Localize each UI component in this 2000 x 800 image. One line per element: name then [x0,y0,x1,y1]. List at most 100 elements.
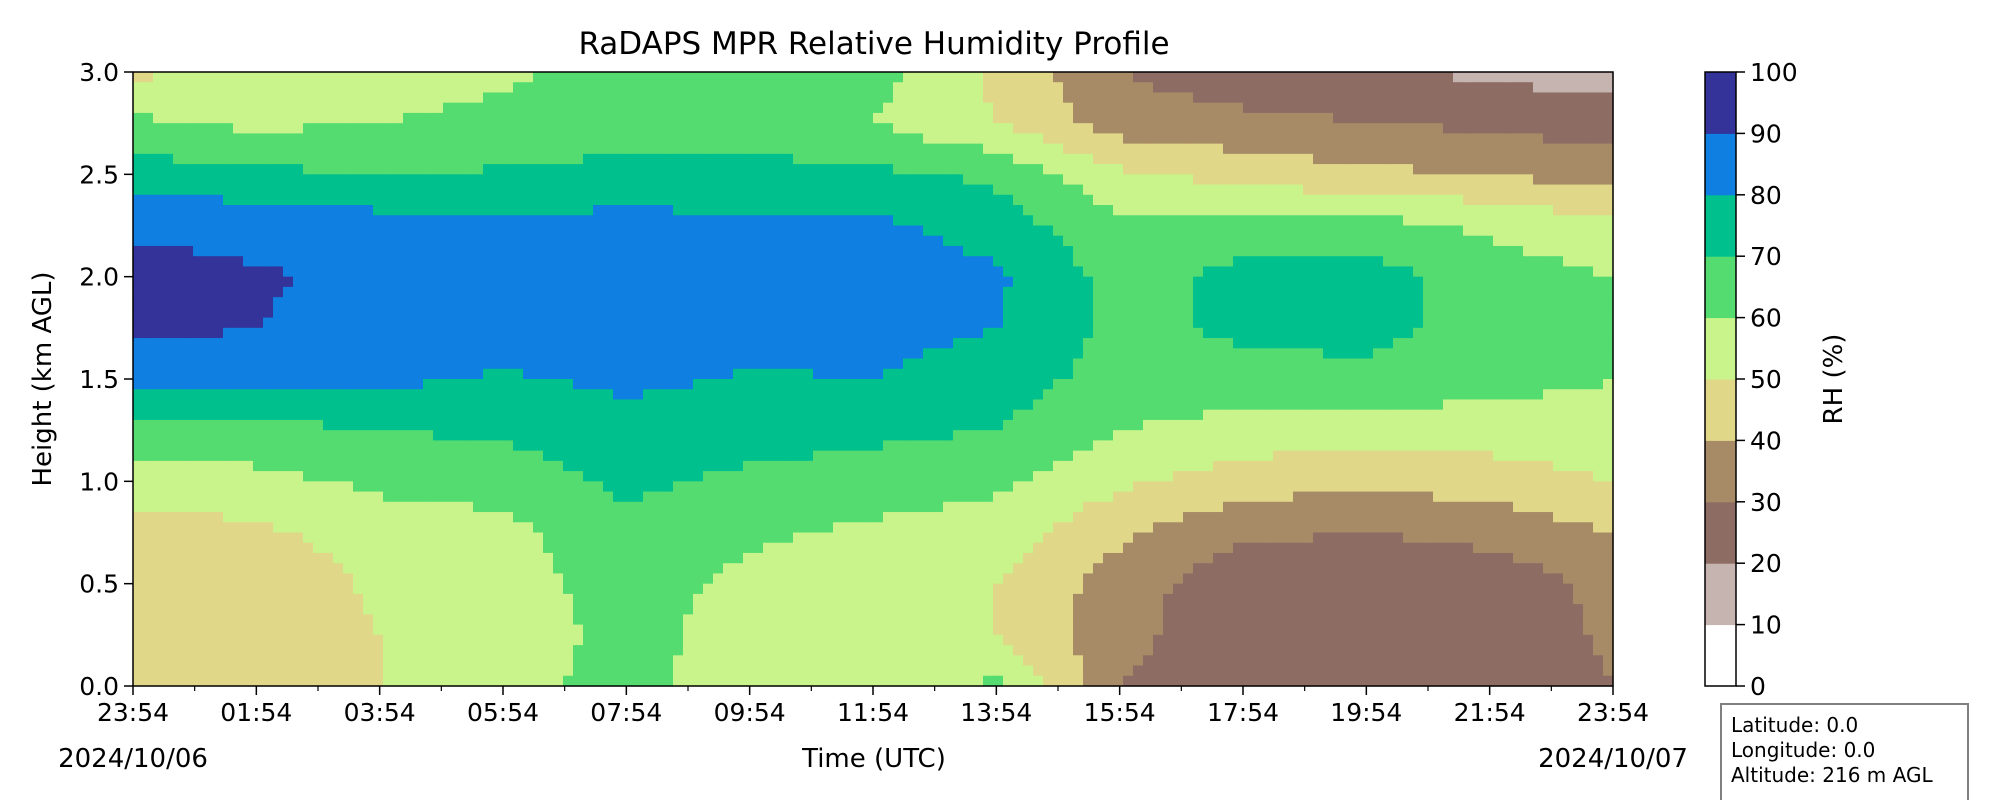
rh-cell [503,307,514,319]
rh-cell [1003,327,1014,339]
rh-cell [503,256,514,268]
rh-cell [1433,123,1444,134]
rh-cell [943,245,954,257]
rh-cell [743,327,754,339]
rh-cell [163,368,174,380]
rh-cell [823,307,834,319]
rh-cell [1473,92,1484,104]
rh-cell [923,245,934,257]
rh-cell [1093,399,1104,411]
rh-cell [1573,317,1584,329]
rh-cell [1533,317,1544,329]
rh-cell [1213,327,1224,339]
rh-cell [353,266,364,278]
rh-cell [853,266,864,278]
rh-cell [1413,174,1424,186]
rh-cell [583,92,594,104]
rh-cell [973,348,984,360]
rh-cell [353,92,364,104]
rh-cell [1523,143,1534,155]
rh-cell [683,245,694,257]
rh-cell [923,286,934,298]
rh-cell [443,348,454,360]
rh-cell [183,164,194,175]
rh-cell [1373,174,1384,186]
rh-cell [1353,123,1364,134]
rh-cell [723,143,734,155]
rh-cell [883,368,894,380]
rh-cell [363,72,374,83]
rh-cell [1383,143,1394,155]
rh-cell [683,389,694,401]
rh-cell [1283,194,1294,206]
rh-cell [613,82,624,94]
rh-cell [1113,276,1124,288]
rh-cell [1173,297,1184,308]
rh-cell [1563,92,1574,104]
rh-cell [1573,82,1584,94]
rh-cell [333,245,344,257]
rh-cell [843,358,854,370]
rh-cell [1093,153,1104,165]
rh-cell [193,389,204,401]
rh-cell [663,297,674,308]
rh-cell [1063,215,1074,227]
rh-cell [723,164,734,175]
rh-cell [1453,235,1464,247]
rh-cell [343,317,354,329]
rh-cell [583,286,594,298]
rh-cell [833,164,844,175]
rh-cell [1413,389,1424,401]
rh-cell [1133,72,1144,83]
rh-cell [993,266,1004,278]
rh-cell [153,297,164,308]
rh-cell [603,266,614,278]
rh-cell [593,368,604,380]
rh-cell [283,112,294,124]
rh-cell [373,379,384,390]
rh-cell [1353,266,1364,278]
rh-cell [1213,205,1224,216]
rh-cell [1553,235,1564,247]
rh-cell [1423,225,1434,237]
rh-cell [193,358,204,370]
rh-cell [563,92,574,104]
rh-cell [233,256,244,268]
rh-cell [1533,133,1544,145]
rh-cell [253,72,264,83]
rh-cell [813,389,824,401]
rh-cell [1533,389,1544,401]
rh-cell [183,82,194,94]
rh-cell [743,123,754,134]
rh-cell [1273,72,1284,83]
rh-cell [1433,297,1444,308]
rh-cell [1423,297,1434,308]
rh-cell [673,389,684,401]
rh-cell [1523,348,1534,360]
rh-cell [1003,225,1014,237]
rh-cell [343,266,354,278]
rh-cell [553,266,564,278]
rh-cell [1153,256,1164,268]
rh-cell [623,317,634,329]
rh-cell [873,174,884,186]
rh-cell [923,184,934,196]
rh-cell [273,317,284,329]
rh-cell [163,399,174,411]
rh-cell [733,112,744,124]
rh-cell [1503,379,1514,390]
rh-cell [253,164,264,175]
rh-cell [413,256,424,268]
rh-cell [1443,153,1454,165]
rh-cell [463,327,474,339]
rh-cell [1393,143,1404,155]
rh-cell [873,92,884,104]
rh-cell [773,215,784,227]
rh-cell [803,389,814,401]
rh-cell [1553,297,1564,308]
rh-cell [1093,266,1104,278]
rh-cell [693,307,704,319]
rh-cell [1503,92,1514,104]
rh-cell [1283,133,1294,145]
rh-cell [1413,379,1424,390]
